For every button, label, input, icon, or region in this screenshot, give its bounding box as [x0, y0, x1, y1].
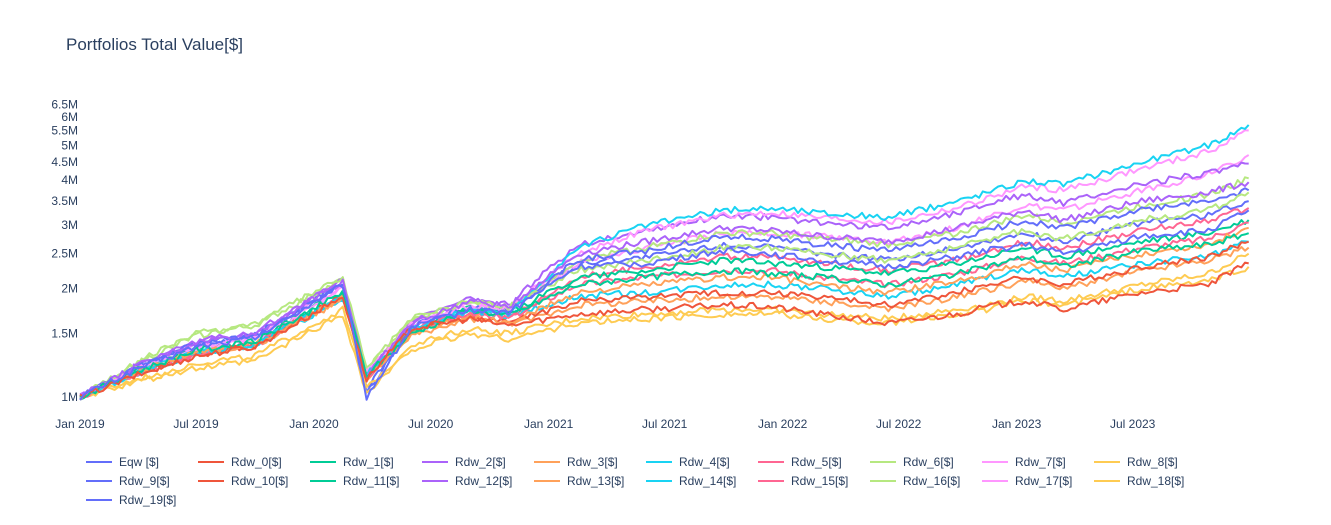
legend-item[interactable]: Eqw [$]	[86, 455, 159, 469]
series-line-rdw-4-[interactable]	[79, 124, 1250, 400]
y-tick-label: 6.5M	[51, 97, 78, 111]
legend-label: Rdw_5[$]	[791, 455, 842, 469]
legend-item[interactable]: Rdw_16[$]	[870, 474, 960, 488]
legend-item[interactable]: Rdw_1[$]	[310, 455, 394, 469]
legend-item[interactable]: Rdw_19[$]	[86, 493, 176, 507]
legend-item[interactable]: Rdw_4[$]	[646, 455, 730, 469]
chart-title: Portfolios Total Value[$]	[66, 35, 243, 54]
y-tick-label: 1.5M	[51, 327, 78, 341]
x-tick-label: Jul 2022	[876, 417, 922, 431]
series-line-rdw-8-[interactable]	[79, 252, 1250, 398]
legend-label: Rdw_12[$]	[455, 474, 512, 488]
x-tick-label: Jan 2020	[289, 417, 339, 431]
legend-item[interactable]: Rdw_3[$]	[534, 455, 618, 469]
x-tick-label: Jul 2021	[642, 417, 688, 431]
legend-label: Rdw_14[$]	[679, 474, 736, 488]
legend-item[interactable]: Rdw_12[$]	[422, 474, 512, 488]
x-tick-label: Jan 2021	[524, 417, 574, 431]
legend-label: Rdw_9[$]	[119, 474, 170, 488]
legend-item[interactable]: Rdw_11[$]	[310, 474, 399, 488]
legend-label: Rdw_11[$]	[343, 474, 399, 488]
legend-item[interactable]: Rdw_18[$]	[1094, 474, 1184, 488]
legend-item[interactable]: Rdw_15[$]	[758, 474, 848, 488]
legend-label: Rdw_8[$]	[1127, 455, 1178, 469]
y-tick-label: 3.5M	[51, 194, 78, 208]
legend-label: Rdw_3[$]	[567, 455, 618, 469]
y-tick-label: 6M	[61, 110, 78, 124]
legend-label: Rdw_15[$]	[791, 474, 848, 488]
legend-label: Rdw_6[$]	[903, 455, 954, 469]
legend-item[interactable]: Rdw_8[$]	[1094, 455, 1178, 469]
legend-label: Rdw_4[$]	[679, 455, 730, 469]
legend-item[interactable]: Rdw_0[$]	[198, 455, 282, 469]
series-line-rdw-0-[interactable]	[79, 261, 1249, 398]
x-tick-label: Jan 2022	[758, 417, 808, 431]
y-tick-label: 5M	[61, 138, 78, 152]
legend-label: Rdw_17[$]	[1015, 474, 1072, 488]
legend-label: Rdw_0[$]	[231, 455, 282, 469]
series-line-rdw-13-[interactable]	[79, 246, 1250, 397]
legend[interactable]: Eqw [$] Rdw_0[$] Rdw_1[$] Rdw_2[$] Rdw_3[$] R…	[86, 455, 1184, 507]
legend-label: Rdw_2[$]	[455, 455, 506, 469]
legend-label: Rdw_19[$]	[119, 493, 176, 507]
legend-item[interactable]: Rdw_2[$]	[422, 455, 506, 469]
x-tick-label: Jul 2019	[173, 417, 219, 431]
legend-label: Rdw_1[$]	[343, 455, 394, 469]
legend-item[interactable]: Rdw_14[$]	[646, 474, 736, 488]
y-tick-label: 4M	[61, 173, 78, 187]
y-tick-label: 2M	[61, 282, 78, 296]
legend-label: Rdw_7[$]	[1015, 455, 1066, 469]
legend-item[interactable]: Rdw_17[$]	[982, 474, 1072, 488]
legend-item[interactable]: Rdw_13[$]	[534, 474, 624, 488]
x-tick-label: Jul 2023	[1110, 417, 1156, 431]
x-tick-label: Jan 2023	[992, 417, 1042, 431]
y-tick-label: 3M	[61, 218, 78, 232]
y-tick-label: 1M	[61, 390, 78, 404]
legend-label: Rdw_10[$]	[231, 474, 288, 488]
series-line-rdw-11-[interactable]	[79, 219, 1250, 401]
x-tick-label: Jan 2019	[55, 417, 105, 431]
legend-item[interactable]: Rdw_10[$]	[198, 474, 288, 488]
series-line-rdw-2-[interactable]	[79, 181, 1250, 398]
legend-label: Rdw_16[$]	[903, 474, 960, 488]
y-tick-label: 5.5M	[51, 123, 78, 137]
series-line-eqw-[interactable]	[79, 209, 1250, 401]
legend-label: Rdw_18[$]	[1127, 474, 1184, 488]
legend-item[interactable]: Rdw_5[$]	[758, 455, 842, 469]
x-tick-label: Jul 2020	[408, 417, 454, 431]
y-tick-label: 4.5M	[51, 155, 78, 169]
series-line-rdw-18-[interactable]	[79, 266, 1250, 397]
legend-item[interactable]: Rdw_7[$]	[982, 455, 1066, 469]
legend-label: Eqw [$]	[119, 455, 159, 469]
series-lines	[79, 124, 1250, 401]
legend-item[interactable]: Rdw_9[$]	[86, 474, 170, 488]
legend-label: Rdw_13[$]	[567, 474, 624, 488]
legend-item[interactable]: Rdw_6[$]	[870, 455, 954, 469]
y-tick-label: 2.5M	[51, 247, 78, 261]
x-axis: Jan 2019 Jul 2019 Jan 2020 Jul 2020 Jan 2021…	[55, 417, 1155, 431]
